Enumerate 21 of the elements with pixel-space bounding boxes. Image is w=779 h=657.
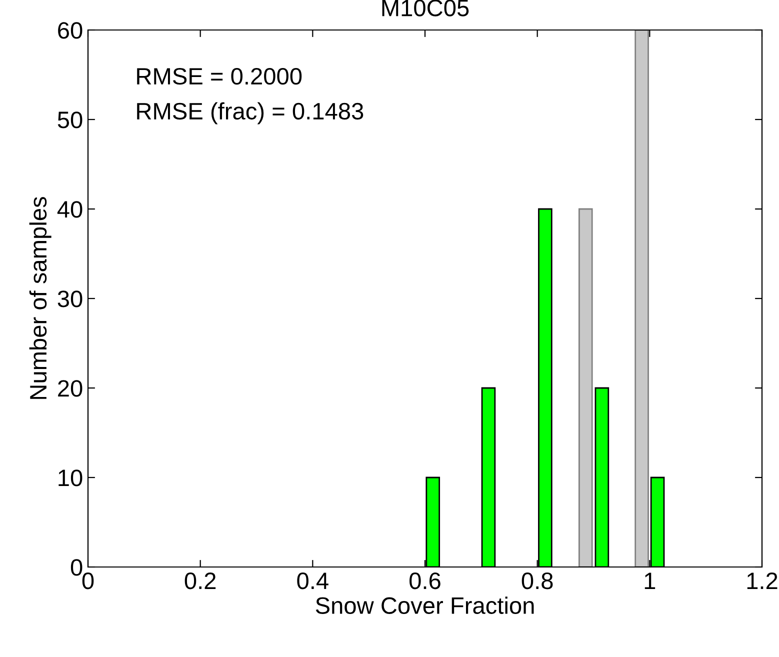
bar: [634, 30, 649, 567]
annotation: RMSE = 0.2000: [137, 68, 302, 85]
y-tick-label: 50: [58, 112, 82, 128]
x-tick-label: 0.4: [297, 572, 328, 590]
y-axis-title: Number of samples: [29, 196, 52, 399]
y-tick-label: 20: [58, 380, 82, 397]
y-tick-label: 0: [70, 559, 82, 576]
x-tick-label: 1: [644, 572, 656, 589]
bar: [578, 208, 593, 567]
x-tick-label: 0.8: [522, 572, 553, 590]
annotation: RMSE (frac) = 0.1483: [137, 102, 364, 124]
y-tick-label: 10: [58, 470, 82, 486]
x-axis-title: Snow Cover Fraction: [316, 596, 534, 614]
x-tick-label: 0.2: [184, 572, 216, 590]
y-tick-label: 40: [57, 201, 82, 218]
y-tick-label: 60: [58, 22, 82, 39]
x-tick-label: 1.2: [747, 572, 778, 589]
chart-title: M10C05: [382, 0, 469, 16]
y-tick-label: 30: [58, 290, 82, 308]
x-tick-label: 0.6: [410, 572, 440, 590]
x-tick-label: 0: [82, 572, 94, 590]
